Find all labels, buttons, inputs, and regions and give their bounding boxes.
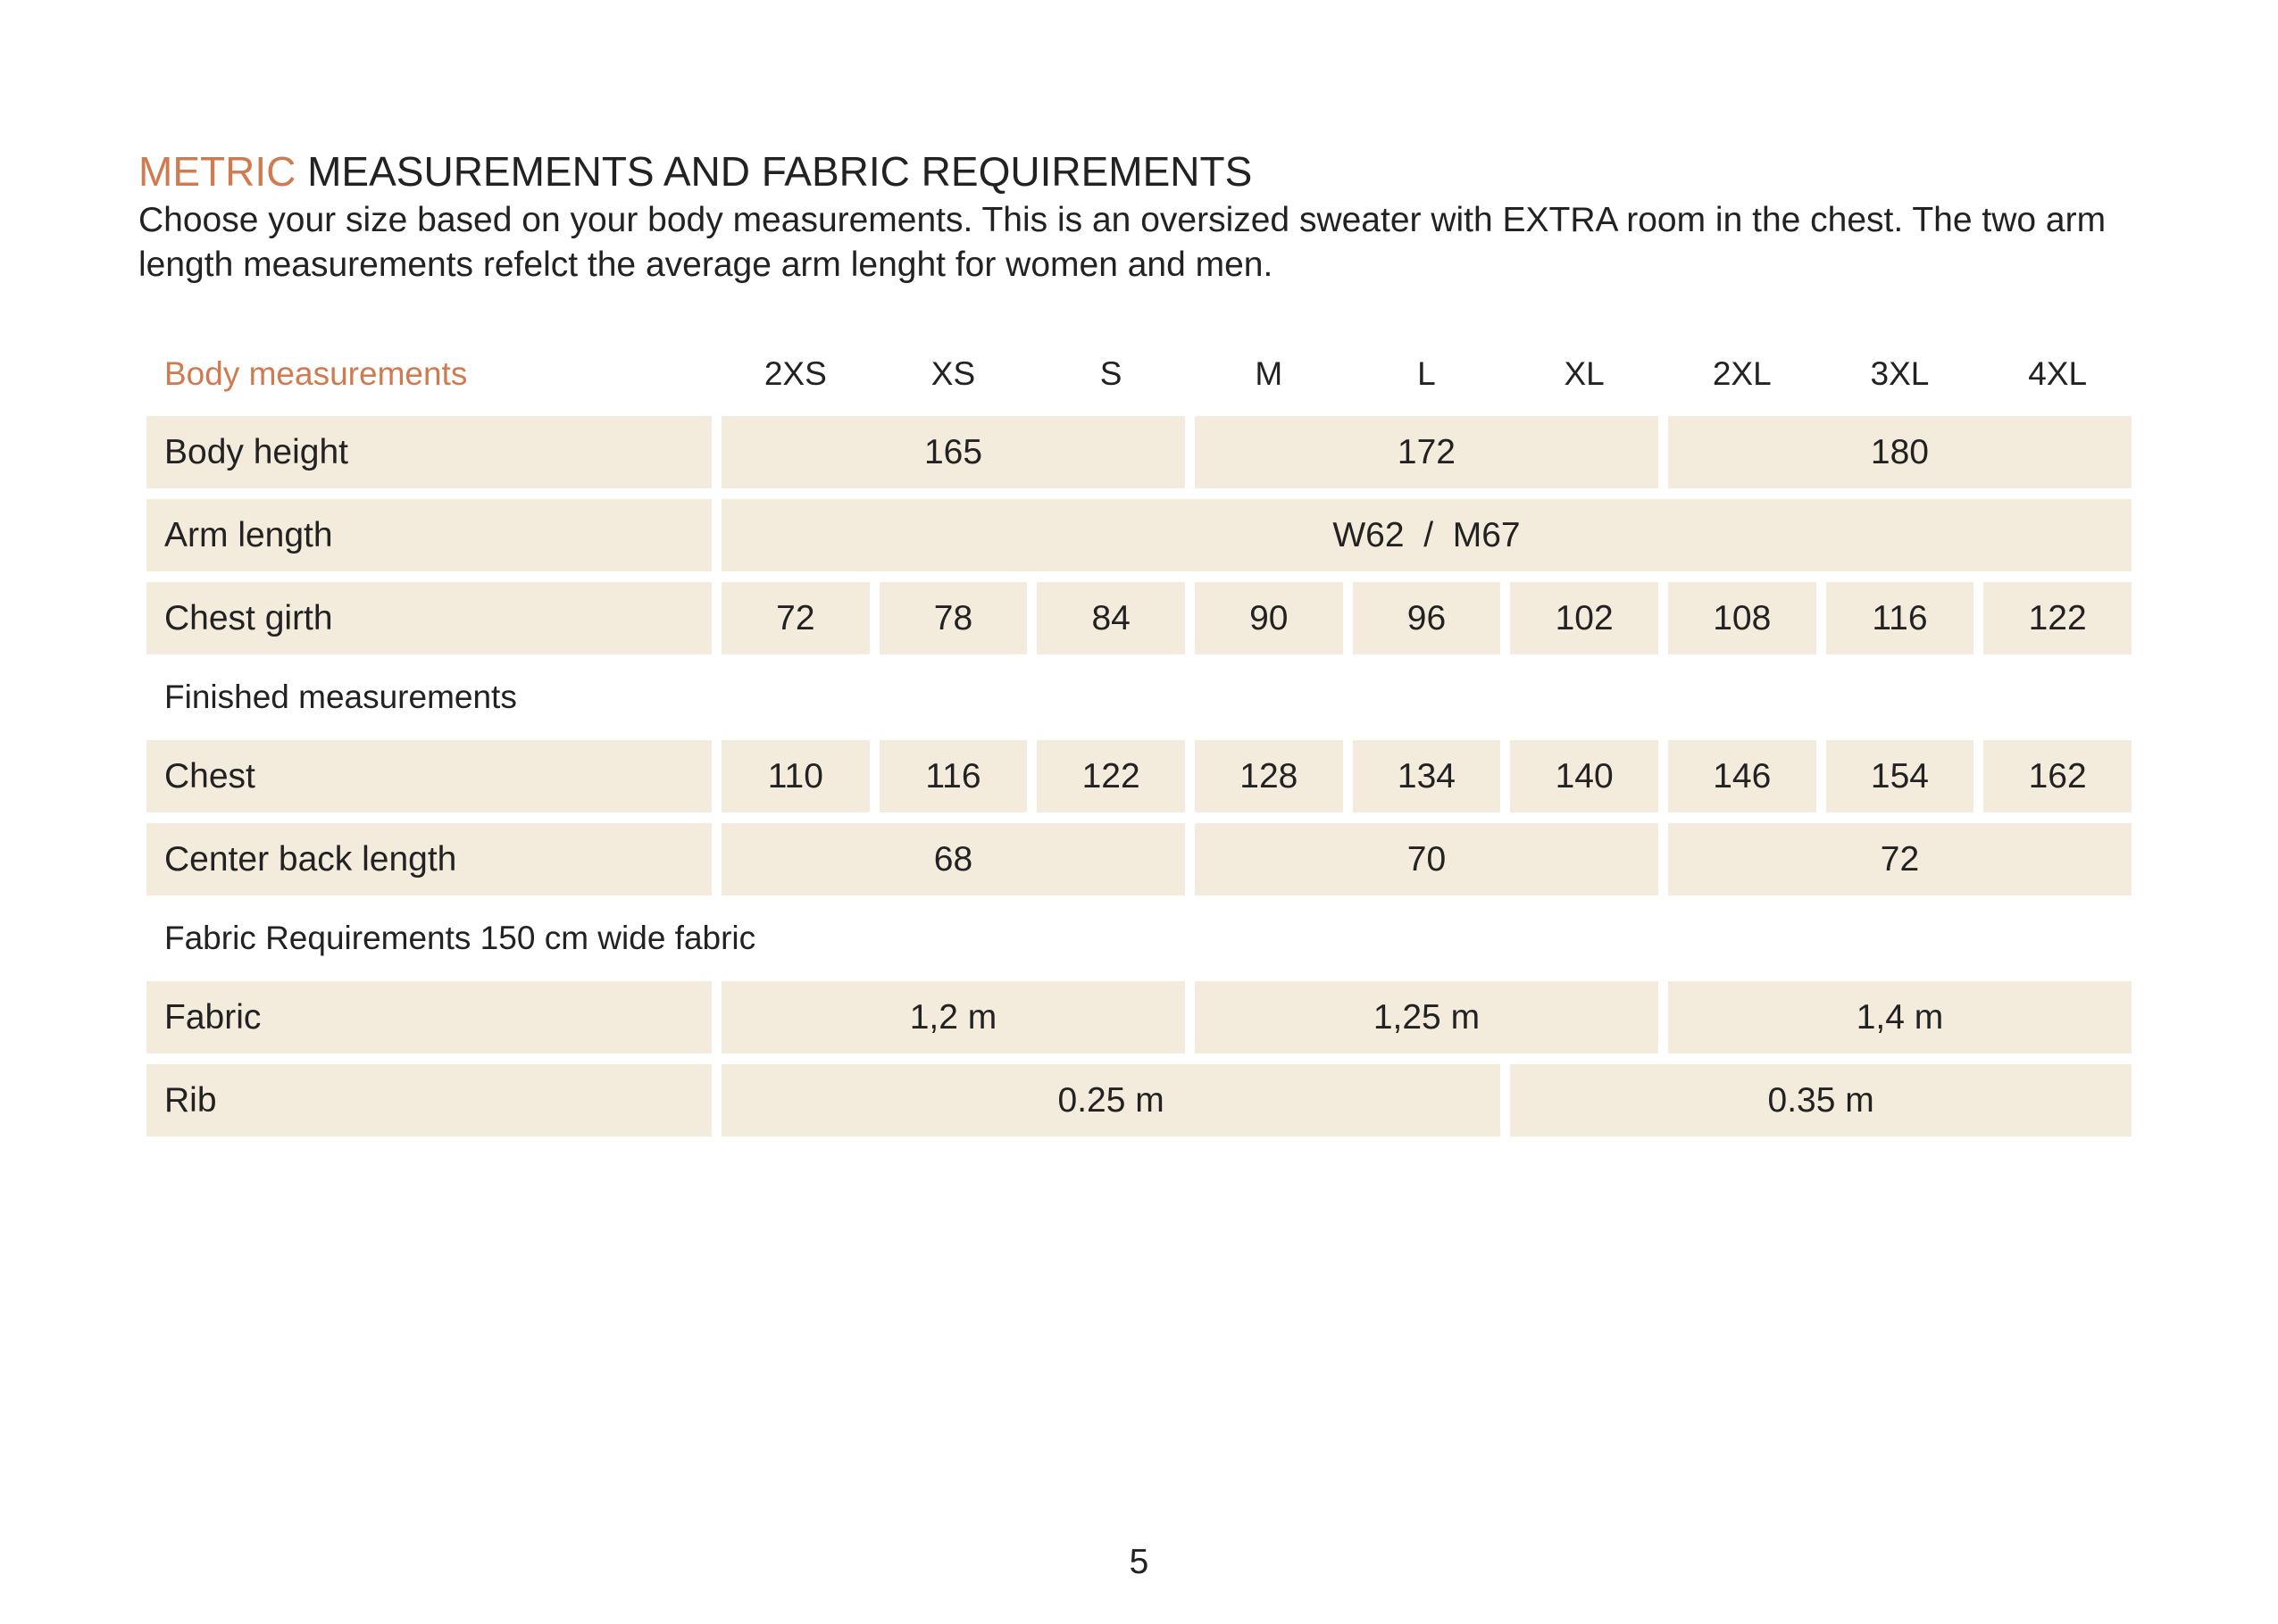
data-row: Chest girth 72 78 84 90 96 102 108 116 122 xyxy=(146,582,2132,654)
cell: 68 xyxy=(722,823,1185,895)
cell: 102 xyxy=(1510,582,1658,654)
cell: 110 xyxy=(722,740,870,812)
table-body: Body measurements 2XS XS S M L XL 2XL 3XL 4XL Body… xyxy=(146,343,2132,1137)
cell: 108 xyxy=(1667,582,1816,654)
section-row: Finished measurements xyxy=(146,665,2132,729)
size-header: XL xyxy=(1564,355,1605,392)
cell: 1,4 m xyxy=(1667,981,2132,1054)
data-row: Body height 165 172 180 xyxy=(146,416,2132,488)
cell: 70 xyxy=(1194,823,1658,895)
cell: 1,2 m xyxy=(722,981,1185,1054)
size-table: Body measurements 2XS XS S M L XL 2XL 3XL 4XL Body… xyxy=(137,332,2141,1147)
size-header: S xyxy=(1099,355,1122,392)
cell: 146 xyxy=(1667,740,1816,812)
data-row: Center back length 68 70 72 xyxy=(146,823,2132,895)
cell: 1,25 m xyxy=(1194,981,1658,1054)
header-row: Body measurements 2XS XS S M L XL 2XL 3XL 4XL xyxy=(146,343,2132,405)
cell: 134 xyxy=(1352,740,1501,812)
section-heading: Fabric Requirements 150 cm wide fabric xyxy=(164,920,756,956)
size-header: 4XL xyxy=(2028,355,2088,392)
row-label: Chest girth xyxy=(146,582,712,654)
size-header: 3XL xyxy=(1870,355,1930,392)
cell: 90 xyxy=(1194,582,1343,654)
cell: 72 xyxy=(722,582,870,654)
size-header: 2XL xyxy=(1712,355,1772,392)
row-label: Fabric xyxy=(146,981,712,1054)
cell: 116 xyxy=(1825,582,1974,654)
row-label: Body height xyxy=(146,416,712,488)
cell: 122 xyxy=(1983,582,2132,654)
cell: 172 xyxy=(1194,416,1658,488)
size-header: L xyxy=(1417,355,1436,392)
data-row: Fabric 1,2 m 1,25 m 1,4 m xyxy=(146,981,2132,1054)
data-row: Chest 110 116 122 128 134 140 146 154 162 xyxy=(146,740,2132,812)
row-label: Arm length xyxy=(146,499,712,571)
size-header: 2XS xyxy=(764,355,827,392)
page-number: 5 xyxy=(1129,1543,1149,1581)
title-accent: METRIC xyxy=(138,148,296,195)
section-heading: Finished measurements xyxy=(164,679,517,715)
cell: 140 xyxy=(1510,740,1658,812)
header-label: Body measurements xyxy=(164,355,468,392)
cell: 154 xyxy=(1825,740,1974,812)
cell: W62 / M67 xyxy=(722,499,2132,571)
cell: 72 xyxy=(1667,823,2132,895)
section-row: Fabric Requirements 150 cm wide fabric xyxy=(146,906,2132,970)
size-header: XS xyxy=(930,355,976,392)
size-header: M xyxy=(1255,355,1283,392)
cell: 0.25 m xyxy=(722,1064,1501,1137)
cell: 0.35 m xyxy=(1510,1064,2132,1137)
title: METRIC MEASUREMENTS AND FABRIC REQUIREME… xyxy=(138,147,1252,196)
data-row: Arm length W62 / M67 xyxy=(146,499,2132,571)
row-label: Chest xyxy=(146,740,712,812)
cell: 162 xyxy=(1983,740,2132,812)
row-label: Rib xyxy=(146,1064,712,1137)
data-row: Rib 0.25 m 0.35 m xyxy=(146,1064,2132,1137)
cell: 96 xyxy=(1352,582,1501,654)
cell: 78 xyxy=(879,582,1028,654)
cell: 116 xyxy=(879,740,1028,812)
title-text: MEASUREMENTS AND FABRIC REQUIREMENTS xyxy=(307,148,1253,195)
cell: 122 xyxy=(1037,740,1185,812)
cell: 180 xyxy=(1667,416,2132,488)
cell: 84 xyxy=(1037,582,1185,654)
cell: 165 xyxy=(722,416,1185,488)
row-label: Center back length xyxy=(146,823,712,895)
description: Choose your size based on your body meas… xyxy=(138,201,2115,284)
cell: 128 xyxy=(1194,740,1343,812)
